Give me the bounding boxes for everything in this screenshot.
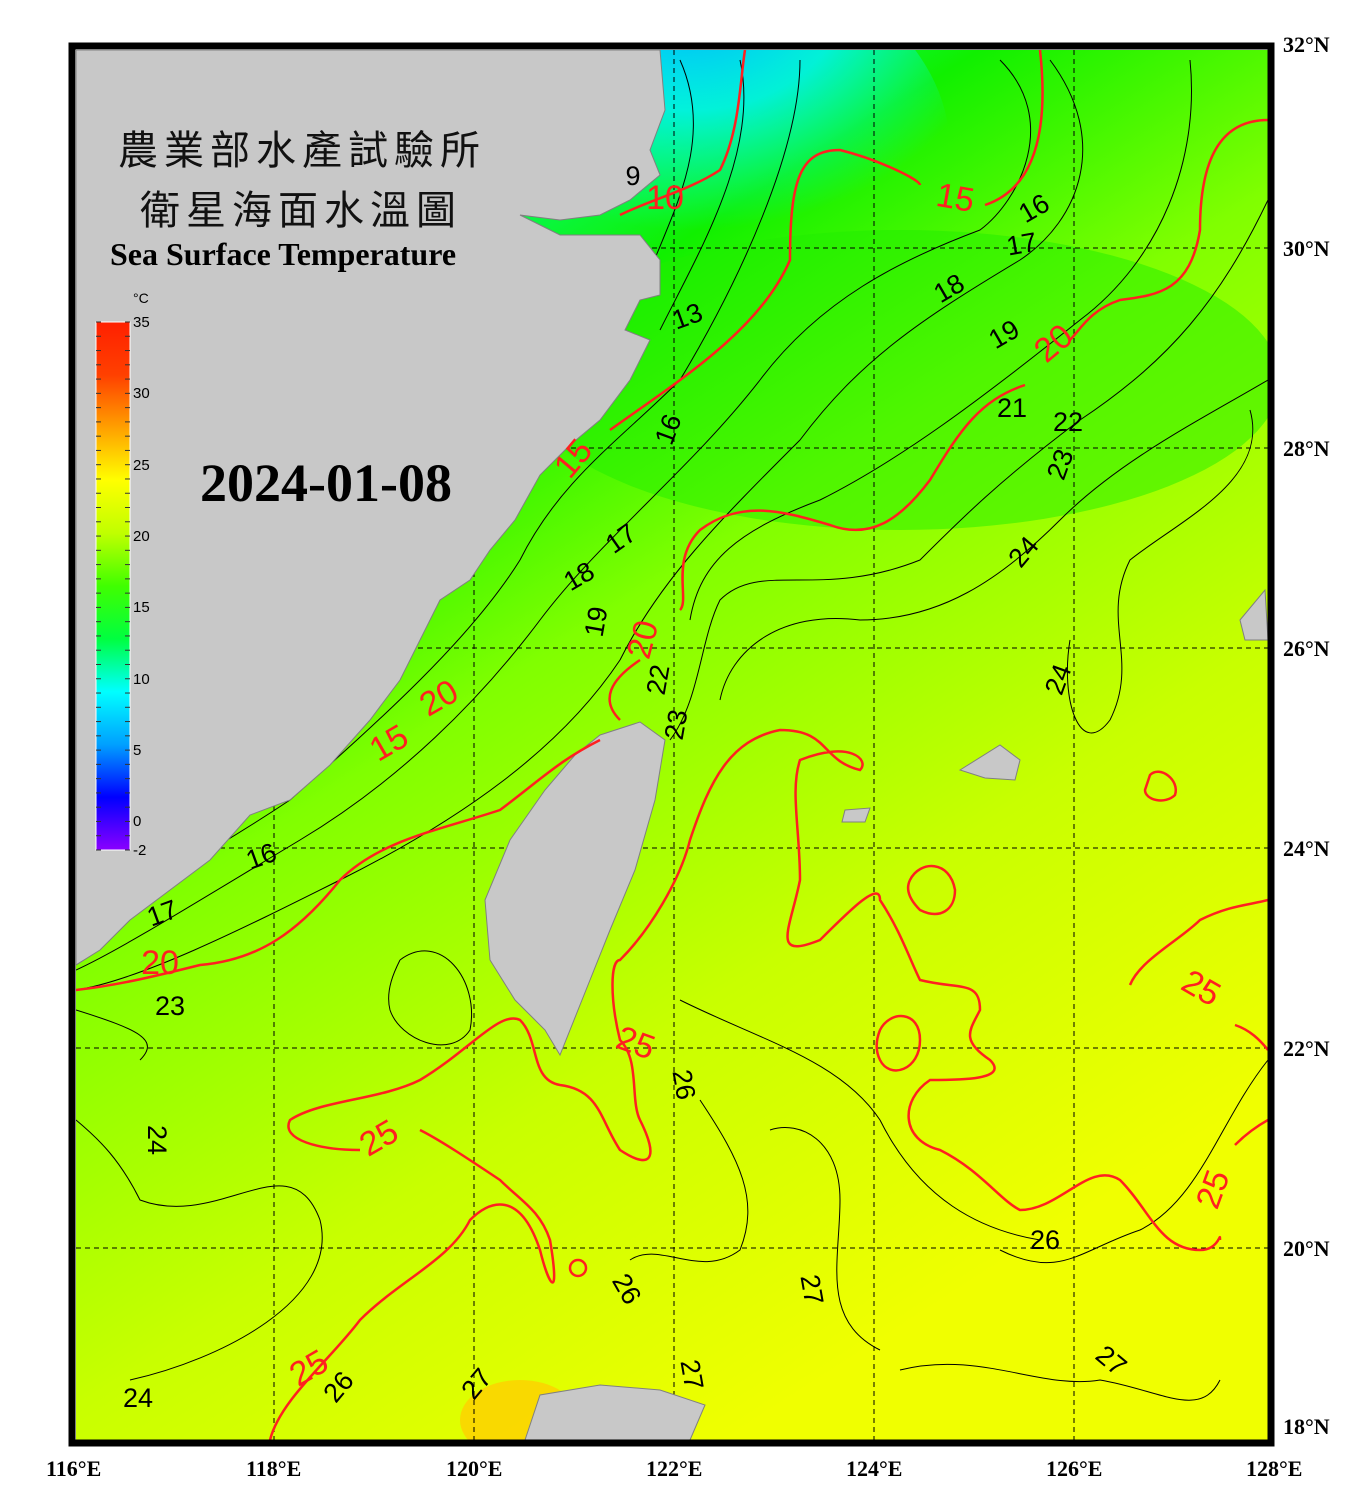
minor-contour-label: 26	[666, 1067, 701, 1102]
minor-contour-label: 22	[641, 662, 676, 697]
longitude-label: 122°E	[646, 1456, 703, 1481]
small-island	[1239, 588, 1268, 641]
major-contour-label: 10	[646, 179, 684, 217]
minor-contour-label: 23	[155, 991, 185, 1021]
minor-contour-label: 22	[1053, 407, 1083, 437]
colorbar-ticks	[96, 321, 130, 851]
longitude-label: 118°E	[246, 1456, 302, 1481]
green-band	[520, 230, 1268, 530]
title-map-zh: 衛星海面水溫圖	[140, 188, 462, 234]
minor-contour-label: 17	[1004, 227, 1039, 262]
minor-contour-label: 21	[997, 393, 1027, 423]
colorbar-unit: °C	[133, 290, 149, 306]
title-institute: 農業部水產試驗所	[118, 128, 486, 174]
colorbar-tick-label: 20	[133, 528, 150, 546]
taiwan-island	[484, 721, 666, 1057]
minor-contour-label: 24	[123, 1383, 153, 1413]
colorbar-tick-label: 0	[133, 813, 142, 831]
minor-contour-label: 9	[625, 161, 640, 191]
major-contours	[76, 50, 1268, 1440]
latitude-label: 18°N	[1283, 1414, 1330, 1439]
longitude-label: 126°E	[1046, 1456, 1103, 1481]
china-mainland	[76, 50, 666, 966]
colorbar-tick-label: -2	[133, 842, 147, 859]
latitude-label: 26°N	[1283, 636, 1330, 661]
luzon-island	[524, 1384, 706, 1440]
minor-contour-label: 23	[659, 707, 694, 742]
colorbar-tick-label: 30	[133, 385, 150, 403]
minor-contour-label: 27	[674, 1357, 709, 1392]
latitude-label: 32°N	[1283, 32, 1330, 57]
colorbar-tick-label: 25	[133, 456, 150, 474]
longitude-label: 128°E	[1246, 1456, 1303, 1481]
latitude-label: 20°N	[1283, 1236, 1330, 1261]
major-contour-label: 15	[933, 176, 977, 220]
colorbar-tick-label: 5	[133, 742, 142, 760]
longitude-label: 120°E	[446, 1456, 503, 1481]
longitude-label: 116°E	[46, 1456, 102, 1481]
minor-contour-label: 19	[579, 604, 614, 639]
minor-contour-label: 27	[794, 1272, 829, 1307]
map-frame	[68, 42, 1275, 1447]
latitude-label: 28°N	[1283, 436, 1330, 461]
latitude-label: 24°N	[1283, 836, 1330, 861]
land	[76, 50, 1268, 1440]
small-island	[841, 807, 871, 823]
latitude-label: 30°N	[1283, 236, 1330, 261]
title-english: Sea Surface Temperature	[110, 236, 457, 272]
colorbar	[95, 321, 131, 851]
longitude-label: 124°E	[846, 1456, 903, 1481]
okinawa-island	[958, 744, 1021, 781]
minor-contour-label: 26	[1030, 1225, 1060, 1255]
colorbar-tick-label: 35	[133, 314, 150, 331]
colorbar-tick-label: 15	[133, 599, 150, 617]
major-contour-label: 20	[141, 944, 179, 982]
minor-contours	[76, 59, 1268, 1401]
colorbar-tick-label: 10	[133, 670, 150, 688]
map-date: 2024-01-08	[200, 453, 452, 513]
latitude-label: 22°N	[1283, 1036, 1330, 1061]
minor-contour-label: 24	[142, 1125, 172, 1155]
